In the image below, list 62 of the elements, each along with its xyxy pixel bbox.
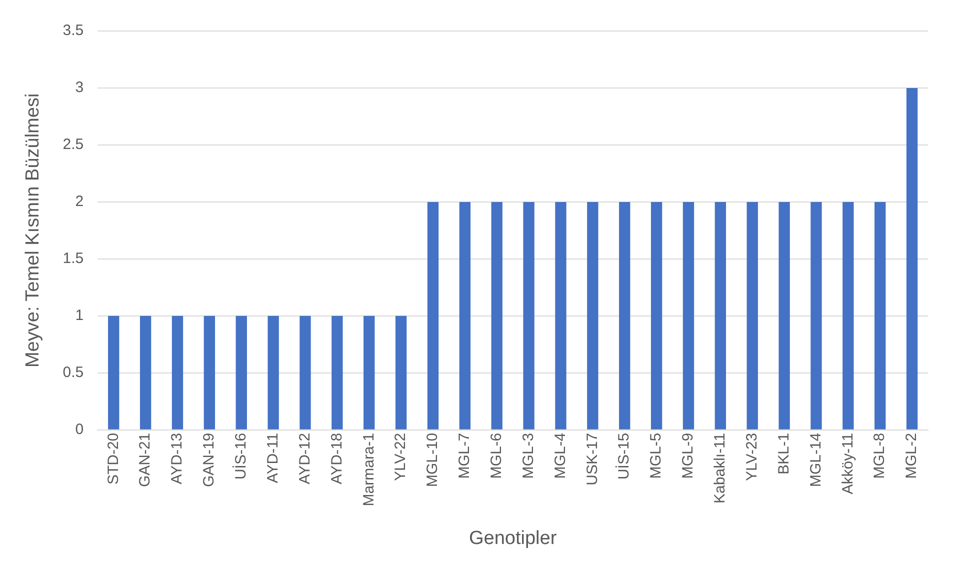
bar xyxy=(523,202,534,430)
y-tick-label: 3.5 xyxy=(62,22,84,40)
x-tick-label: MGL-9 xyxy=(680,432,697,479)
x-tick-label: MGL-5 xyxy=(648,432,665,479)
x-tick-label: AYD-18 xyxy=(328,432,346,484)
x-tick-label: MGL-2 xyxy=(903,432,920,479)
x-tick-label: AYD-13 xyxy=(168,432,186,484)
x-tick-label: YLV-22 xyxy=(392,432,410,481)
bar xyxy=(108,316,120,430)
bar xyxy=(140,316,152,430)
bar xyxy=(491,202,502,430)
x-tick-label: BKL-1 xyxy=(775,432,792,475)
bar xyxy=(236,316,247,430)
bar xyxy=(906,88,918,430)
bar xyxy=(268,316,279,430)
x-tick-label: MGL-8 xyxy=(871,432,888,479)
bar xyxy=(682,202,694,430)
x-tick-label: MGL-4 xyxy=(552,432,569,479)
y-tick-label: 1 xyxy=(75,307,84,324)
bar xyxy=(459,202,471,430)
bar xyxy=(332,316,343,430)
x-tick-label: MGL-7 xyxy=(456,432,474,479)
bar xyxy=(172,316,184,430)
x-axis-title: Genotipler xyxy=(468,528,558,549)
bar xyxy=(587,202,598,430)
x-tick-label: YLV-23 xyxy=(743,432,760,481)
y-tick-label: 3 xyxy=(75,79,84,96)
bar xyxy=(874,202,886,430)
x-tick-label: MGL-3 xyxy=(520,432,537,479)
y-tick-label: 2 xyxy=(75,193,84,210)
y-tick-label: 1.5 xyxy=(62,250,84,268)
y-tick-label: 0 xyxy=(75,420,84,438)
x-tick-label: GAN-21 xyxy=(136,432,154,488)
x-tick-label: AYD-11 xyxy=(264,432,282,484)
bar xyxy=(714,202,726,430)
x-tick-label: MGL-14 xyxy=(807,432,824,488)
x-tick-label: MGL-10 xyxy=(424,432,442,488)
x-tick-label: Akköy-11 xyxy=(839,432,856,494)
bar xyxy=(300,316,311,430)
bar xyxy=(810,202,822,430)
y-tick-label: 0.5 xyxy=(62,364,84,382)
bar xyxy=(746,202,758,430)
x-tick-label: UİS-15 xyxy=(614,432,633,480)
x-tick-label: STD-20 xyxy=(104,432,122,485)
bar xyxy=(778,202,790,430)
x-tick-label: AYD-12 xyxy=(296,432,314,484)
x-tick-label: MGL-6 xyxy=(488,432,505,479)
bar xyxy=(204,316,216,430)
bar xyxy=(395,316,407,430)
y-tick-label: 2.5 xyxy=(62,136,84,154)
x-tick-label: GAN-19 xyxy=(200,432,218,488)
bar xyxy=(364,316,375,430)
y-axis-title: Meyve: Temel Kısmın Büzülmesi xyxy=(22,93,44,368)
x-tick-label: USK-17 xyxy=(584,432,601,486)
x-tick-label: Marmara-1 xyxy=(360,432,378,506)
bar xyxy=(650,202,662,430)
bar xyxy=(842,202,854,430)
x-tick-label: Kabaklı-11 xyxy=(712,432,729,504)
bar xyxy=(555,202,566,430)
bar xyxy=(619,202,630,430)
x-tick-label: UİS-16 xyxy=(232,432,250,480)
bar xyxy=(427,202,439,430)
